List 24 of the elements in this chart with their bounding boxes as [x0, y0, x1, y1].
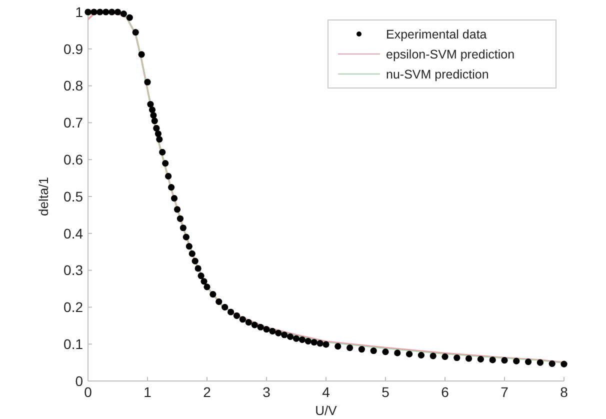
- x-tick-label: 7: [500, 384, 509, 400]
- y-tick-label: 0.4: [64, 225, 84, 242]
- y-tick-label: 0.3: [64, 262, 84, 278]
- x-tick-label: 6: [441, 384, 450, 400]
- y-tick-label: 0.6: [64, 152, 84, 168]
- x-tick-label: 8: [560, 384, 568, 400]
- legend-label: nu-SVM prediction: [386, 67, 489, 82]
- x-tick-label: 3: [262, 384, 271, 400]
- legend-label: Experimental data: [386, 27, 487, 42]
- y-tick-label: 0.8: [64, 78, 84, 94]
- y-tick-label: 0: [75, 372, 84, 389]
- y-tick-label: 0.1: [64, 336, 84, 352]
- y-tick-label: 1: [75, 4, 84, 20]
- y-axis-title: delta/1: [36, 176, 51, 216]
- x-tick-label: 1: [144, 384, 152, 400]
- x-axis-title: U/V: [315, 403, 338, 418]
- x-tick-label: 2: [203, 384, 212, 400]
- x-tick-label: 4: [322, 384, 330, 400]
- y-tick-label: 0.9: [64, 40, 84, 57]
- y-tick-label: 0.7: [64, 114, 84, 131]
- x-tick-label: 5: [382, 384, 390, 400]
- y-tick-label: 0.2: [64, 299, 84, 316]
- y-tick-label: 0.5: [64, 188, 84, 204]
- legend-label: epsilon-SVM prediction: [386, 47, 515, 62]
